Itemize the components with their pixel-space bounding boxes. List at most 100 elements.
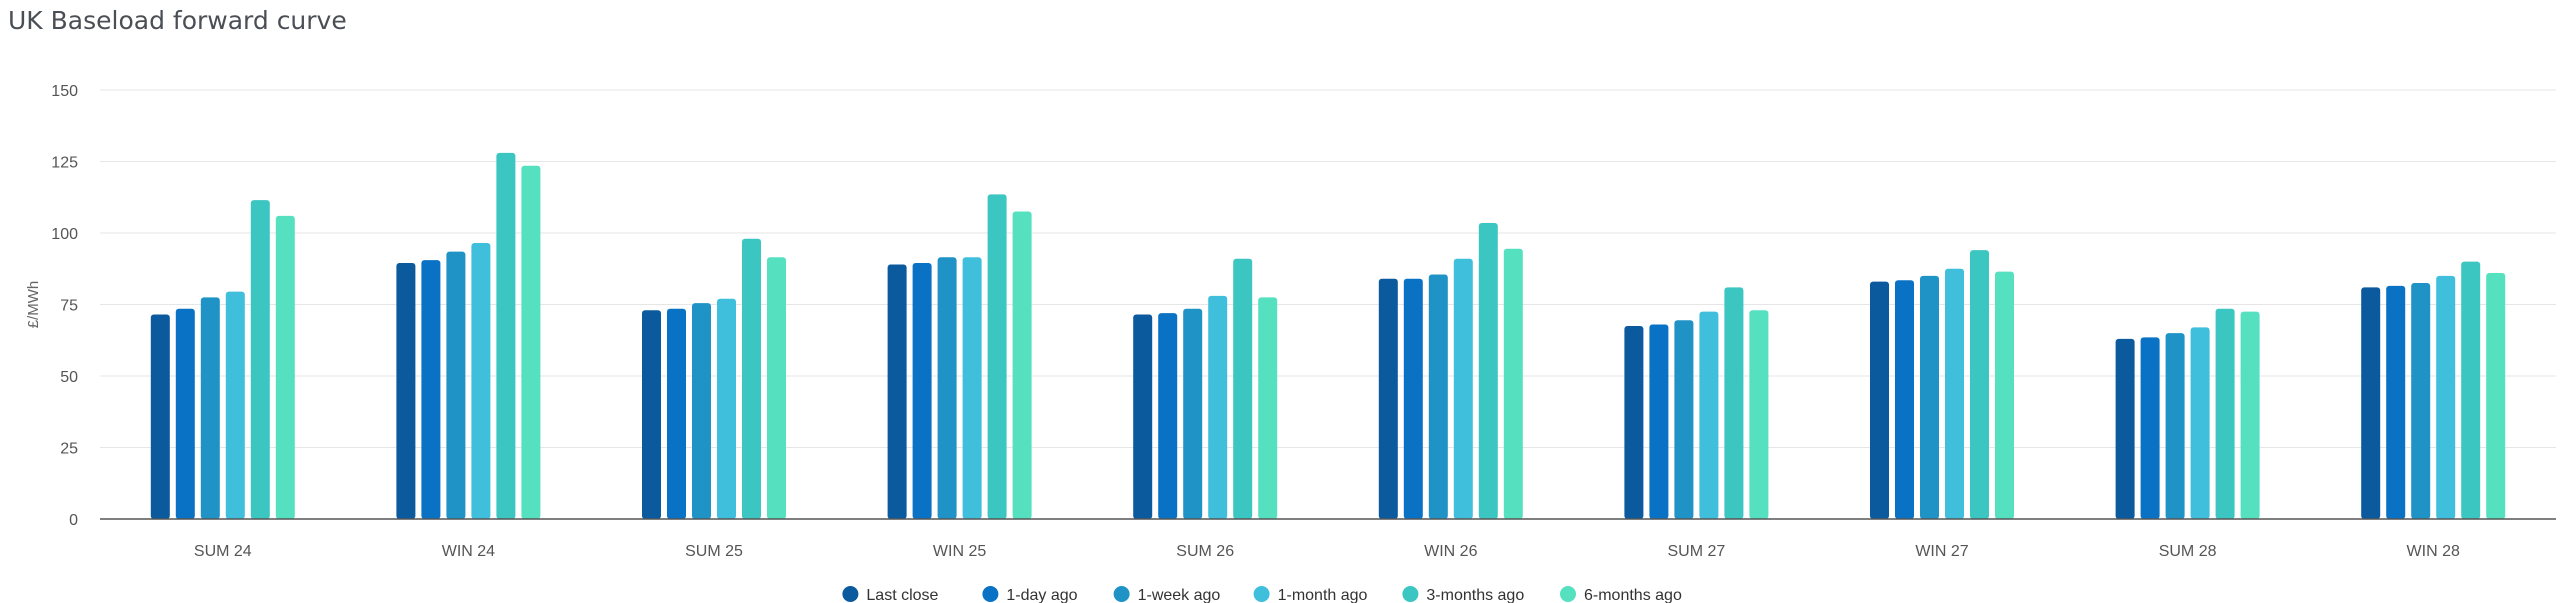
bar[interactable] (1158, 313, 1178, 519)
x-tick-label: SUM 28 (2159, 543, 2217, 560)
bar[interactable] (1208, 295, 1228, 519)
y-tick-label: 150 (51, 83, 78, 100)
bar[interactable] (767, 257, 786, 519)
bar[interactable] (1624, 325, 1644, 519)
bar[interactable] (1133, 314, 1153, 519)
legend-marker (1253, 586, 1270, 602)
legend-item[interactable]: 6-months ago (1560, 586, 1682, 603)
legend-label: 3-months ago (1426, 587, 1524, 603)
bar[interactable] (717, 298, 736, 519)
chart-title: UK Baseload forward curve (8, 6, 347, 35)
y-tick-label: 75 (60, 298, 78, 315)
bar[interactable] (1870, 281, 1889, 519)
bar[interactable] (2411, 283, 2431, 519)
legend-layer: Last close 1-day ago 1-week ago 1-month ago… (842, 586, 1682, 603)
bar[interactable] (742, 238, 761, 519)
bar[interactable] (1258, 297, 1278, 519)
legend-label: 1-month ago (1278, 587, 1368, 603)
bar[interactable] (2215, 308, 2235, 519)
legend-marker (842, 586, 859, 602)
y-tick-label: 50 (60, 369, 78, 386)
bar[interactable] (987, 194, 1007, 519)
bar[interactable] (1649, 324, 1669, 519)
legend-label: 1-week ago (1138, 587, 1221, 603)
legend-label: 1-day ago (1006, 587, 1077, 603)
bar[interactable] (2165, 333, 2185, 519)
bar[interactable] (642, 310, 661, 519)
legend-item[interactable]: Last close (842, 586, 939, 603)
bars-layer (150, 152, 2506, 520)
bar[interactable] (2240, 311, 2260, 519)
bar[interactable] (225, 291, 245, 519)
bar[interactable] (1970, 250, 1989, 519)
x-tick-label: WIN 26 (1424, 543, 1477, 560)
bar[interactable] (1403, 278, 1423, 519)
bar[interactable] (2461, 261, 2481, 519)
bar[interactable] (1920, 275, 1939, 519)
bar[interactable] (2115, 338, 2135, 519)
bar[interactable] (275, 215, 295, 519)
x-tick-label: SUM 24 (194, 543, 252, 560)
bar[interactable] (1674, 320, 1694, 519)
legend-marker (1113, 586, 1130, 602)
bar[interactable] (250, 200, 270, 520)
bar[interactable] (1012, 211, 1032, 520)
bar[interactable] (1749, 310, 1769, 519)
legend-item[interactable]: 1-day ago (982, 586, 1078, 603)
y-tick-label: 0 (69, 512, 78, 529)
y-tick-label: 100 (51, 226, 78, 243)
legend-item[interactable]: 1-week ago (1113, 586, 1221, 603)
bar[interactable] (521, 165, 541, 520)
bar[interactable] (446, 251, 466, 519)
grid-layer (100, 89, 2556, 448)
legend-label: Last close (866, 587, 938, 603)
bar[interactable] (667, 308, 686, 519)
bar[interactable] (1428, 274, 1448, 519)
bar[interactable] (1699, 311, 1719, 519)
x-tick-label: WIN 27 (1915, 543, 1968, 560)
bar[interactable] (1378, 278, 1398, 519)
x-tick-label: WIN 25 (933, 543, 986, 560)
bar[interactable] (887, 264, 907, 519)
bar[interactable] (1503, 248, 1523, 520)
bar[interactable] (1453, 258, 1473, 519)
bar[interactable] (200, 297, 220, 519)
legend-item[interactable]: 3-months ago (1402, 586, 1524, 603)
legend-label: 6-months ago (1584, 587, 1682, 603)
bar[interactable] (1724, 287, 1744, 519)
legend-marker (1560, 586, 1576, 602)
bar[interactable] (175, 308, 195, 519)
legend-item[interactable]: 1-month ago (1253, 586, 1368, 603)
bar[interactable] (2140, 337, 2160, 519)
x-tick-label: SUM 27 (1668, 543, 1726, 560)
x-tick-label: WIN 24 (442, 543, 495, 560)
axis-layer: 0 25 50 75 100 125 150 £/MWh SUM 24 WIN 24 SUM 25 W… (25, 83, 2556, 560)
bar[interactable] (496, 152, 516, 520)
bar[interactable] (2190, 327, 2210, 519)
bar[interactable] (912, 263, 932, 519)
bar[interactable] (962, 257, 982, 519)
bar[interactable] (2361, 287, 2381, 519)
legend-marker (1402, 586, 1419, 602)
bar[interactable] (1233, 258, 1253, 519)
bar[interactable] (396, 263, 416, 519)
bar[interactable] (1183, 308, 1203, 519)
bar[interactable] (1895, 280, 1914, 519)
bar[interactable] (937, 257, 957, 519)
y-tick-label: 125 (51, 155, 78, 172)
x-tick-label: SUM 26 (1176, 543, 1234, 560)
bar[interactable] (471, 243, 491, 519)
bar[interactable] (421, 260, 441, 519)
bar[interactable] (2436, 275, 2456, 519)
bar[interactable] (2486, 273, 2506, 519)
bar[interactable] (150, 314, 170, 519)
bar[interactable] (1478, 222, 1498, 520)
bar[interactable] (692, 303, 711, 519)
bar[interactable] (1995, 271, 2014, 519)
legend-marker (982, 586, 999, 602)
bar[interactable] (1945, 268, 1964, 519)
y-axis-title: £/MWh (25, 281, 42, 329)
bar[interactable] (2386, 285, 2406, 519)
